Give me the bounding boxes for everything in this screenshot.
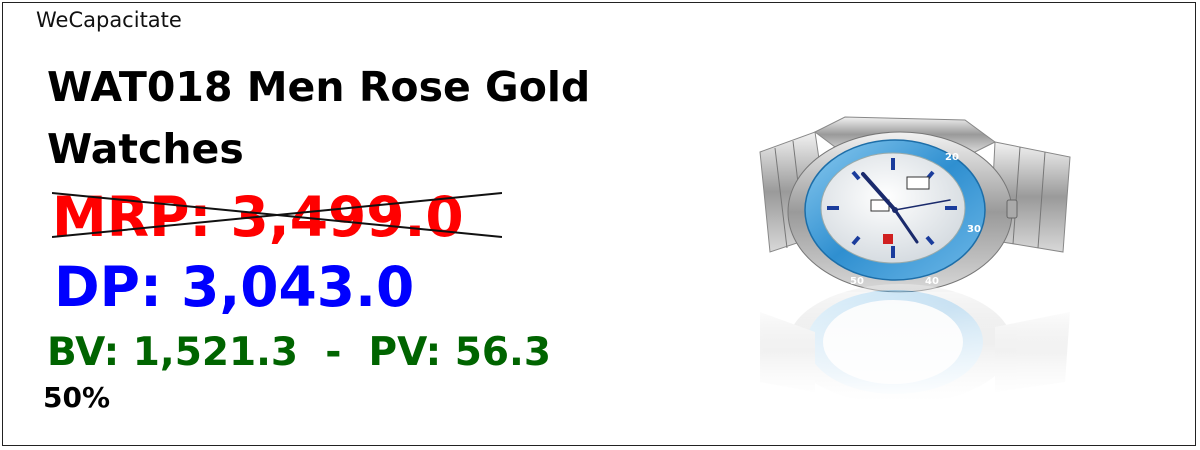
mrp-strike-through bbox=[52, 192, 502, 238]
product-watch-image: 20 30 50 40 bbox=[745, 116, 1075, 402]
watch-hands bbox=[861, 172, 951, 244]
brand-name: WeCapacitate bbox=[36, 8, 182, 32]
hour-markers bbox=[827, 158, 957, 258]
bezel-numbers: 20 30 50 40 bbox=[850, 152, 981, 287]
watch-crown bbox=[1006, 199, 1018, 219]
watch-logo bbox=[883, 234, 893, 244]
svg-text:20: 20 bbox=[945, 152, 959, 163]
svg-text:30: 30 bbox=[967, 224, 981, 235]
svg-text:40: 40 bbox=[925, 276, 939, 287]
product-title: WAT018 Men Rose Gold Watches bbox=[47, 63, 591, 173]
discount-percent: 50% bbox=[43, 381, 111, 414]
dp-price: DP: 3,043.0 bbox=[54, 255, 415, 319]
day-window bbox=[906, 176, 930, 190]
bv-pv-values: BV: 1,521.3 - PV: 56.3 bbox=[47, 330, 551, 375]
svg-text:50: 50 bbox=[850, 276, 864, 287]
